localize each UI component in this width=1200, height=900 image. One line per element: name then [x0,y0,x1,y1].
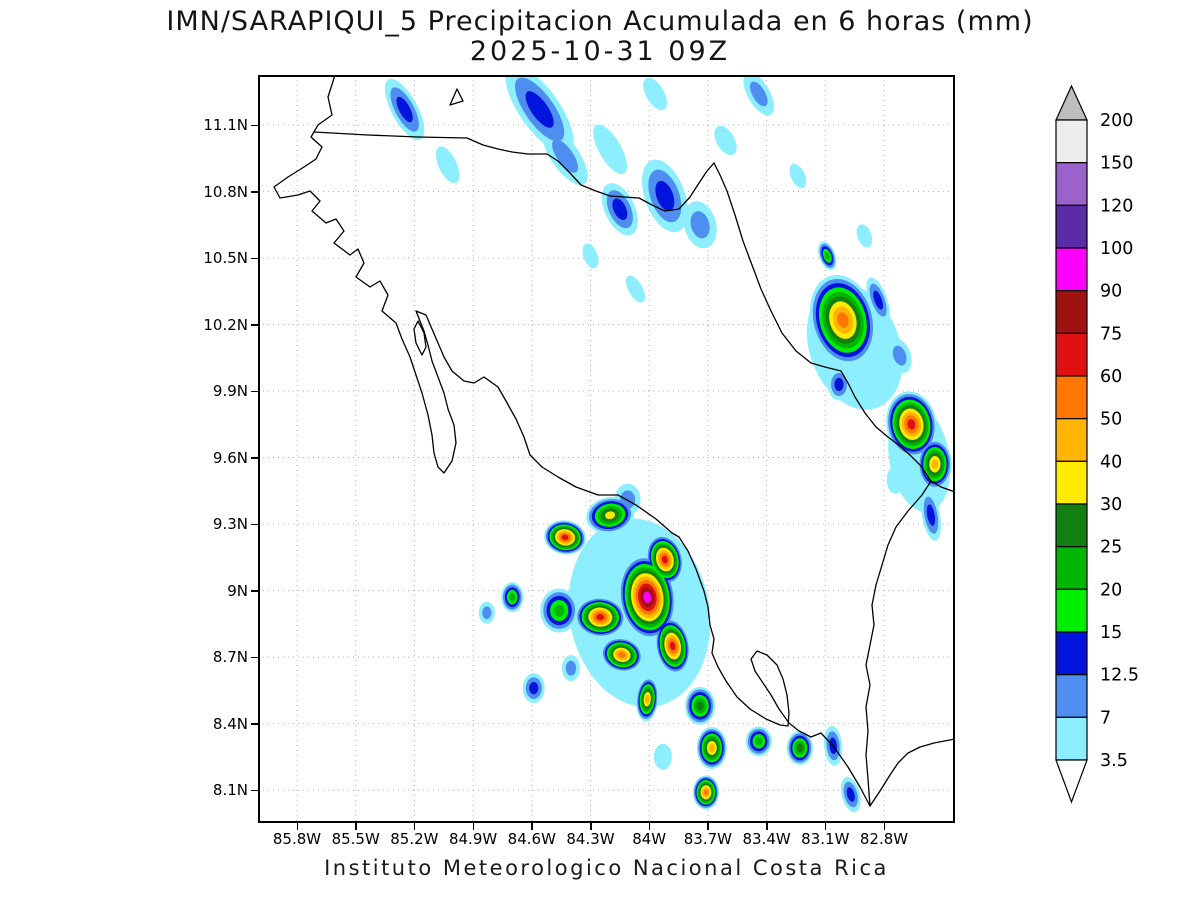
colorbar-tick-label: 12.5 [1100,666,1139,686]
map-plot-area [258,75,955,823]
colorbar-tick-label: 15 [1100,623,1122,643]
lon-tick-mark [531,823,533,830]
colorbar-cell [1055,546,1088,590]
lon-tick-mark [296,823,298,830]
lat-tick-mark [251,257,258,260]
lat-tick-label: 10.8N [203,182,248,201]
colorbar-cell [1055,375,1088,420]
colorbar-arrow-top [1055,84,1088,121]
lon-tick-label: 85.5W [331,830,380,848]
lat-tick-label: 9.9N [212,382,248,401]
coastline-group [273,75,955,807]
colorbar-cell [1055,162,1088,206]
lat-tick-label: 9.3N [212,515,248,534]
lon-tick-label: 84W [632,830,667,848]
lat-tick-label: 8.7N [212,648,248,667]
colorbar-tick-label: 40 [1100,452,1122,472]
colorbar-cell [1055,460,1088,505]
colorbar-cell [1055,674,1088,718]
colorbar-tick-label: 25 [1100,538,1122,558]
lon-tick-label: 84.9W [448,830,498,848]
lat-tick-label: 10.2N [203,315,248,334]
lat-tick-mark [251,324,258,326]
lat-tick-label: 9N [227,581,248,600]
lon-tick-label: 85.8W [272,830,322,848]
colorbar: 200 150 120 100 90 75 60 50 40 30 25 20 15 12.5 7 3.5 [1055,84,1139,804]
colorbar-tick-label: 90 [1100,282,1122,302]
lon-tick-mark [413,823,416,830]
precipitation-field [384,75,952,813]
lon-tick-mark [766,823,768,830]
lat-tick-label: 11.1N [203,116,248,134]
colorbar-cell [1055,588,1088,633]
colorbar-cell [1055,503,1088,548]
colorbar-cell [1055,418,1088,462]
lon-tick-mark [590,823,592,830]
caribbean-coastline [713,162,955,493]
colorbar-cell [1055,247,1088,292]
lon-tick-mark [355,823,357,830]
colorbar-tick-label: 30 [1100,495,1122,515]
colorbar-arrow-bottom [1055,759,1088,804]
lat-tick-label: 10.5N [203,249,248,268]
lat-tick-mark [251,590,258,592]
lon-tick-label: 85.2W [390,830,439,848]
colorbar-tick-label: 60 [1100,367,1122,387]
footer-caption: Instituto Meteorologico Nacional Costa R… [324,856,889,880]
lon-tick-mark [472,823,475,830]
lat-tick-mark [251,390,258,393]
lat-tick-mark [251,656,258,659]
plot-border [258,75,955,823]
lat-tick-mark [251,191,258,193]
lon-tick-mark [883,823,885,830]
colorbar-tick-label: 7 [1100,708,1111,728]
lon-tick-label: 83.1W [801,830,850,848]
precipitation-map [258,75,955,823]
colorbar-cell [1055,716,1088,761]
lon-tick-mark [707,823,709,830]
chart-title: IMN/SARAPIQUI_5 Precipitacion Acumulada … [166,6,1034,37]
nicaragua-border [313,131,715,212]
panama-border [865,480,932,807]
colorbar-cell [1055,290,1088,334]
lat-tick-mark [251,789,258,792]
colorbar-tick-label: 3.5 [1100,751,1128,771]
lat-tick-label: 9.6N [212,448,248,467]
lon-tick-label: 83.4W [742,830,791,848]
lat-tick-mark [251,124,258,126]
colorbar-cell [1055,119,1088,164]
colorbar-cell [1055,332,1088,377]
gulf-of-nicoya-island [413,320,427,356]
lat-tick-label: 8.1N [212,781,248,800]
colorbar-tick-label: 100 [1100,239,1133,259]
lat-tick-mark [251,457,258,459]
colorbar-tick-label: 150 [1100,154,1133,174]
chart-subtitle-datetime: 2025-10-31 09Z [469,36,731,67]
colorbar-tick-label: 200 [1100,111,1133,131]
lat-tick-mark [251,723,258,725]
lake-nicaragua-tip [449,88,464,106]
pacific-coastline [273,75,955,807]
lon-tick-label: 84.6W [507,830,556,848]
lon-tick-label: 84.3W [566,830,615,848]
lon-tick-label: 83.7W [683,830,732,848]
lon-tick-mark [648,823,651,830]
lon-tick-mark [824,823,827,830]
colorbar-tick-label: 50 [1100,410,1122,430]
colorbar-tick-label: 20 [1100,580,1122,600]
colorbar-cell [1055,631,1088,676]
lat-tick-mark [251,523,258,526]
colorbar-tick-label: 120 [1100,196,1133,216]
colorbar-tick-label: 75 [1100,324,1122,344]
lon-tick-label: 82.8W [859,830,909,848]
colorbar-cell [1055,204,1088,249]
lat-tick-label: 8.4N [212,714,248,733]
